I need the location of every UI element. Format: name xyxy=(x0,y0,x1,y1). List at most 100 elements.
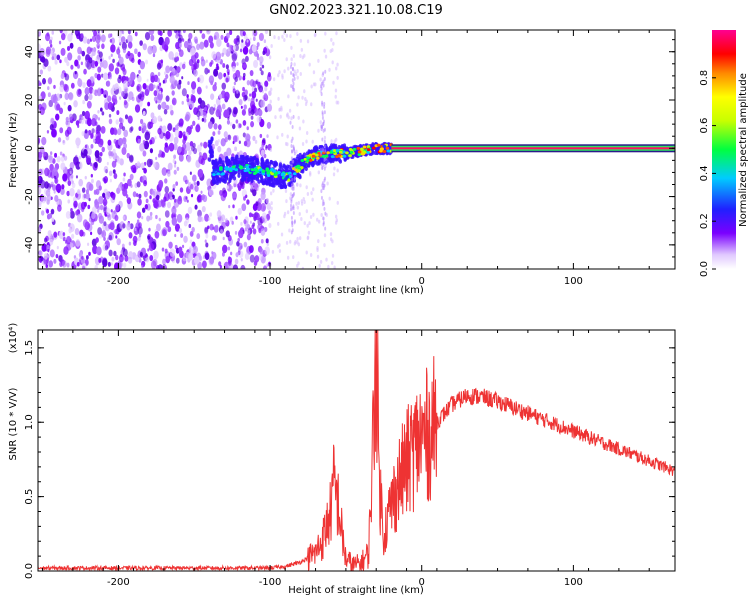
spectrogram-noise-cell xyxy=(152,162,157,168)
spectrogram-signal-cell xyxy=(265,168,269,172)
spectrogram-noise-cell xyxy=(95,180,102,189)
spectrogram-noise-cell xyxy=(199,30,203,34)
spectrogram-noise-cell xyxy=(181,76,184,80)
spectrogram-signal-cell xyxy=(382,144,387,148)
spectrogram-noise-cell xyxy=(314,82,317,87)
spectrogram-noise-cell xyxy=(311,197,314,202)
spectrogram-noise-cell xyxy=(113,210,116,214)
spectrogram-noise-cell xyxy=(309,172,312,177)
spectrogram-noise-cell xyxy=(123,142,128,149)
spectrogram-noise-cell xyxy=(118,56,124,65)
spectrogram-noise-cell xyxy=(174,80,178,86)
spectrogram-noise-cell xyxy=(296,31,299,36)
spectrogram-noise-cell xyxy=(106,161,109,166)
spectrogram-noise-cell xyxy=(321,81,324,86)
spectrogram-noise-cell xyxy=(153,90,158,97)
spectrogram-noise-cell xyxy=(171,217,178,226)
spectrogram-noise-cell xyxy=(127,115,133,124)
spectrogram-noise-cell xyxy=(75,175,79,179)
spectrogram-noise-cell xyxy=(333,166,336,171)
spectrogram-noise-cell xyxy=(240,258,243,262)
spectrogram-noise-cell xyxy=(193,69,198,77)
spectrogram-noise-cell xyxy=(123,182,129,190)
spectrogram-noise-cell xyxy=(290,57,293,62)
spectrogram-noise-cell xyxy=(53,258,57,264)
spectrogram-noise-cell xyxy=(211,251,214,255)
spectrogram-noise-cell xyxy=(305,250,308,255)
spectrogram-noise-cell xyxy=(248,212,253,218)
spectrogram-noise-cell xyxy=(302,119,305,124)
spectrogram-noise-cell xyxy=(46,199,50,205)
spectrogram-noise-cell xyxy=(63,155,68,161)
spectrogram-noise-cell xyxy=(235,119,239,124)
spectrogram-noise-cell xyxy=(203,106,207,112)
spectrogram-noise-cell xyxy=(62,232,66,237)
spectrogram-noise-cell xyxy=(170,84,174,90)
spectrogram-noise-cell xyxy=(46,208,50,214)
spectrogram-noise-cell xyxy=(331,253,335,258)
spectrogram-noise-cell xyxy=(85,155,92,164)
spectrogram-noise-cell xyxy=(53,84,56,89)
spectrogram-noise-cell xyxy=(169,75,175,84)
spectrogram-noise-cell xyxy=(112,195,116,200)
spectrogram-noise-cell xyxy=(334,88,338,93)
spectrogram-noise-cell xyxy=(232,264,239,269)
spectrogram-signal-cell xyxy=(307,163,311,168)
spectrogram-signal-cell xyxy=(215,168,220,172)
spectrogram-noise-cell xyxy=(143,179,148,187)
spectrogram-signal-cell xyxy=(266,178,271,184)
spectrogram-noise-cell xyxy=(90,173,93,178)
spectrogram-noise-cell xyxy=(223,109,230,119)
spectrogram-noise-cell xyxy=(216,38,222,47)
spectrogram-noise-cell xyxy=(38,43,41,52)
spectrogram-noise-cell xyxy=(171,90,175,96)
spectrogram-noise-cell xyxy=(123,99,128,106)
spectrogram-signal-cell xyxy=(212,180,217,185)
spectrogram-signal-cell xyxy=(243,169,248,173)
spectrogram-noise-cell xyxy=(260,99,266,108)
spectrogram-signal-cell xyxy=(212,168,217,172)
spectrogram-signal-cell xyxy=(258,168,263,172)
spectrogram-noise-cell xyxy=(173,164,177,168)
spectrogram-noise-cell xyxy=(250,115,254,120)
spectrogram-noise-cell xyxy=(127,178,132,187)
spectrogram-noise-cell xyxy=(290,203,293,208)
spectrogram-noise-cell xyxy=(237,207,242,215)
spectrogram-signal-cell xyxy=(371,150,375,156)
spectrogram-noise-cell xyxy=(60,33,66,41)
spectrogram-noise-cell xyxy=(108,170,113,177)
spectrogram-noise-cell xyxy=(290,215,293,220)
spectrogram-noise-cell xyxy=(290,84,293,89)
spectrogram-noise-cell xyxy=(257,197,262,205)
spectrogram-noise-cell xyxy=(91,128,95,134)
spectrogram-noise-cell xyxy=(217,130,221,135)
spectrogram-noise-cell xyxy=(291,124,294,129)
spectrogram-noise-cell xyxy=(269,87,273,92)
spectrogram-noise-cell xyxy=(90,178,94,184)
spectrogram-noise-cell xyxy=(65,116,69,123)
spectrogram-noise-cell xyxy=(281,132,284,137)
spectrogram-noise-cell xyxy=(172,205,175,210)
spectrogram-noise-cell xyxy=(193,147,198,155)
spectrogram-noise-cell xyxy=(66,190,70,197)
spectrogram-noise-cell xyxy=(187,40,193,49)
spectrogram-noise-cell xyxy=(204,226,209,233)
spectrogram-signal-cell xyxy=(373,150,377,156)
spectrogram-noise-cell xyxy=(138,193,142,199)
spectrogram-noise-cell xyxy=(227,134,232,141)
spectrogram-noise-cell xyxy=(257,217,263,227)
spectrogram-noise-cell xyxy=(73,200,78,208)
spectrogram-noise-cell xyxy=(45,49,51,57)
spectrogram-noise-cell xyxy=(47,154,54,164)
spectrogram-noise-cell xyxy=(203,39,209,48)
spectrogram-noise-cell xyxy=(94,60,99,67)
spectrogram-noise-cell xyxy=(172,158,176,164)
spectrogram-noise-cell xyxy=(174,129,180,137)
spectrogram-noise-cell xyxy=(164,71,167,76)
spectrogram-noise-cell xyxy=(174,233,177,238)
spectrogram-noise-cell xyxy=(254,139,258,144)
spectrogram-noise-cell xyxy=(187,81,190,86)
spectrogram-noise-cell xyxy=(122,68,127,76)
spectrogram-noise-cell xyxy=(188,58,194,67)
spectrogram-noise-cell xyxy=(263,92,268,99)
